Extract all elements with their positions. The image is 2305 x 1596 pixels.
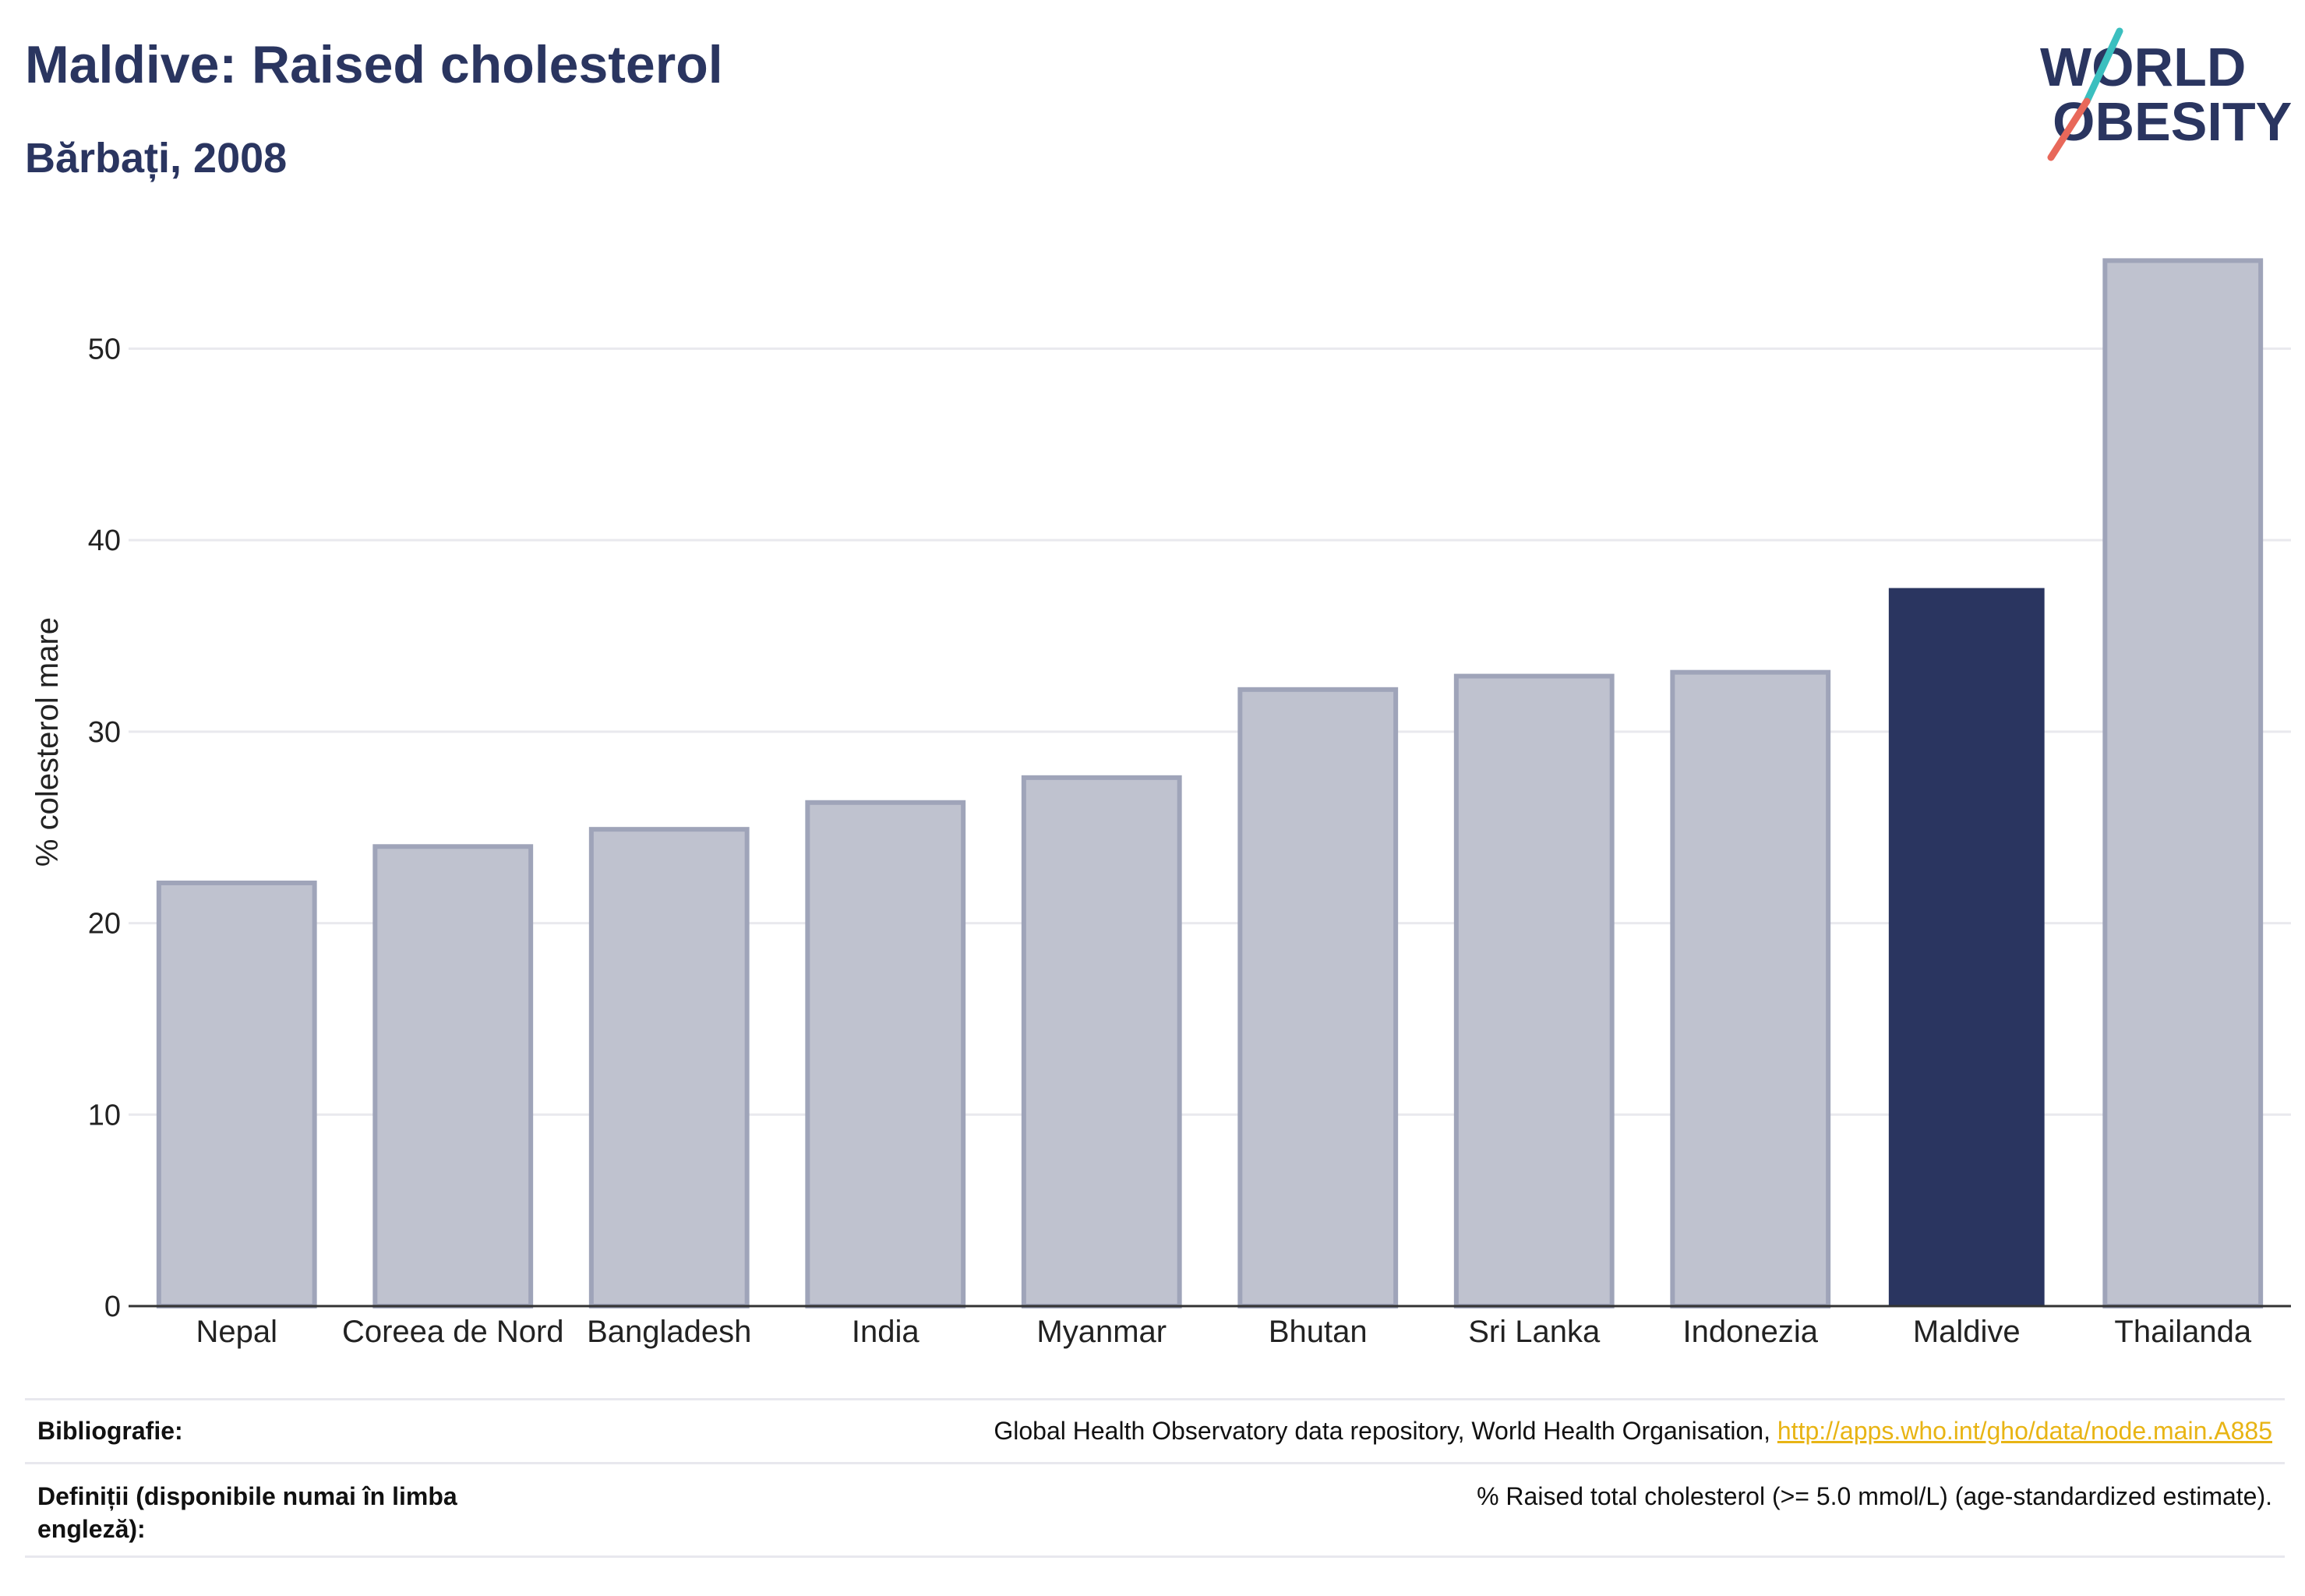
chart-subtitle: Bărbați, 2008	[25, 135, 288, 182]
bar-myanmar[interactable]	[1021, 775, 1182, 1308]
world-obesity-logo: WORLD OBESITY	[2040, 27, 2291, 161]
source-label: Bibliografie:	[37, 1417, 183, 1445]
y-tick-labels: 0 10 20 30 40 50	[88, 333, 121, 1323]
svg-text:WORLD: WORLD	[2040, 37, 2246, 97]
definition-label: Definiții (disponibile numai în limba en…	[37, 1482, 457, 1543]
bar-chart: 0 10 20 30 40 50 Nepal Coreea de Nord Banglades…	[30, 258, 2291, 1349]
source-text: Global Health Observatory data repositor…	[994, 1417, 1777, 1445]
x-tick-label: Sri Lanka	[1468, 1315, 1601, 1349]
y-axis-label: % colesterol mare	[30, 617, 65, 867]
bar-nepal[interactable]	[156, 880, 317, 1308]
bar-bhutan[interactable]	[1237, 687, 1399, 1308]
bar-maldive[interactable]	[1888, 588, 2045, 1306]
x-tick-label: India	[852, 1315, 920, 1349]
x-tick-label: Nepal	[196, 1315, 277, 1349]
bars	[156, 258, 2264, 1309]
y-tick-label: 20	[88, 908, 121, 941]
footer-bottom-divider	[25, 1555, 2285, 1558]
bar-india[interactable]	[805, 800, 966, 1309]
x-tick-label: Bhutan	[1269, 1315, 1368, 1349]
bar-indonezia[interactable]	[1670, 669, 1831, 1308]
svg-text:OBESITY: OBESITY	[2053, 91, 2291, 152]
y-tick-label: 40	[88, 524, 121, 557]
x-tick-label: Coreea de Nord	[342, 1315, 564, 1349]
y-tick-label: 0	[104, 1291, 121, 1323]
bar-thailanda[interactable]	[2102, 258, 2264, 1308]
y-tick-label: 30	[88, 716, 121, 749]
x-tick-label: Indonezia	[1683, 1315, 1819, 1349]
source-link[interactable]: http://apps.who.int/gho/data/node.main.A…	[1777, 1417, 2272, 1445]
bar-coreea-de-nord[interactable]	[372, 844, 534, 1309]
y-tick-label: 10	[88, 1099, 121, 1132]
bar-sri-lanka[interactable]	[1453, 673, 1615, 1308]
footer-source-row: Bibliografie: Global Health Observatory …	[25, 1398, 2285, 1462]
source-value: Global Health Observatory data repositor…	[994, 1414, 2272, 1447]
chart-title: Maldive: Raised cholesterol	[25, 35, 723, 94]
x-tick-label: Bangladesh	[587, 1315, 751, 1349]
bar-bangladesh[interactable]	[588, 827, 750, 1308]
x-tick-labels: Nepal Coreea de Nord Bangladesh India Myanma…	[196, 1315, 2251, 1349]
y-tick-label: 50	[88, 333, 121, 365]
definition-value: % Raised total cholesterol (>= 5.0 mmol/…	[1477, 1482, 2272, 1510]
x-tick-label: Maldive	[1913, 1315, 2021, 1349]
x-tick-label: Thailanda	[2114, 1315, 2251, 1349]
footer-definition-row: Definiții (disponibile numai în limba en…	[25, 1462, 2285, 1555]
x-tick-label: Myanmar	[1036, 1315, 1167, 1349]
